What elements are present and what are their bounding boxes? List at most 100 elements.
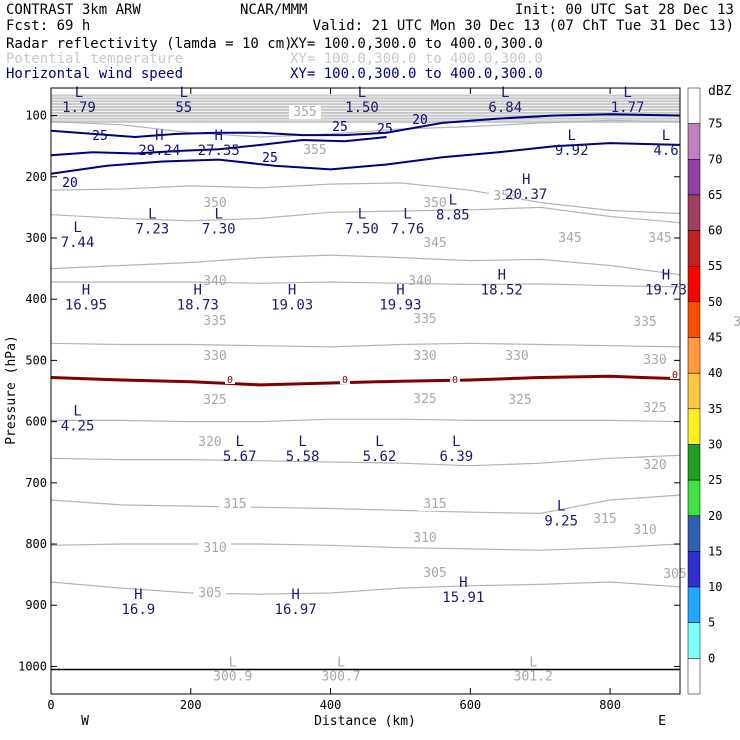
zero-wind-label: 0 [452, 375, 458, 386]
theta-label-bg [554, 231, 586, 245]
wind-low-marker: L [449, 192, 457, 208]
plot-frame [50, 87, 681, 695]
theta-label-bg [409, 392, 441, 406]
wind-extremum-value: 7.44 [61, 235, 95, 251]
x-axis-label: Distance (km) [314, 714, 416, 729]
y-tick-label: 100 [25, 109, 47, 123]
theta-contour-305 [50, 581, 681, 595]
theta-contour-label: 335 [633, 315, 656, 330]
theta-contour-label: 315 [593, 512, 616, 527]
colorbar-swatch [687, 159, 701, 196]
colorbar-swatch [687, 372, 701, 410]
theta-contour-label: 345 [423, 236, 446, 251]
theta-label-bg [419, 236, 451, 250]
x-tick-label: 400 [320, 698, 342, 712]
colorbar-level-label: 65 [708, 188, 722, 202]
theta-extremum-value: 301.2 [514, 669, 553, 684]
wind-high-marker: H [82, 282, 90, 298]
theta-label-bg [419, 497, 451, 511]
theta-contour-label: 335 [203, 314, 226, 329]
wind-extremum-value: 16.97 [275, 602, 317, 618]
theta-label-bg [644, 231, 676, 245]
theta-label-bg [199, 541, 231, 555]
wind-extremum-value: 55 [175, 100, 192, 116]
wind-extremum-value: 7.76 [391, 221, 425, 237]
wind-extremum-value: 18.52 [481, 283, 523, 299]
theta-contour-350 [50, 182, 681, 215]
theta-label-bg [729, 315, 740, 329]
colorbar-level-label: 55 [708, 259, 722, 273]
wind-high-marker: H [522, 172, 530, 188]
colorbar-level-label: 75 [708, 117, 722, 131]
wind-extremum-value: 6.39 [439, 449, 473, 465]
theta-label-bg [194, 586, 226, 600]
theta-contour-label: 310 [203, 541, 226, 556]
theta-label-bg [501, 349, 533, 363]
theta-label-bg [659, 567, 691, 581]
theta-contour-345 [50, 206, 681, 224]
theta-label-bg [639, 353, 671, 367]
wind-extremum-value: 19.03 [271, 297, 313, 313]
theta-contour-label: 315 [223, 497, 246, 512]
zero-wind-label-bg [340, 373, 350, 384]
theta-contour-label: 305 [663, 567, 686, 582]
theta-contour-label: 340 [203, 274, 226, 289]
wind-high-marker: H [396, 282, 404, 298]
theta-label-bg [409, 312, 441, 326]
y-tick-label: 200 [25, 170, 47, 184]
wind-contour-label: 25 [377, 122, 393, 137]
wind-extremum-value: 16.9 [122, 602, 156, 618]
theta-label-bg [199, 393, 231, 407]
wind-high-marker: H [155, 128, 163, 144]
theta-label-bg [419, 196, 451, 210]
y-tick-label: 700 [25, 476, 47, 490]
wind-extremum-value: 7.50 [345, 221, 379, 237]
colorbar-unit: dBZ [708, 84, 732, 99]
x-tick-label: 600 [459, 698, 481, 712]
wind-extremum-value: 19.93 [379, 297, 421, 313]
wind-low-marker: L [298, 434, 306, 450]
wind-extremum-value: 5.62 [363, 449, 397, 465]
theta-contour-label: 355 [293, 105, 316, 120]
colorbar-swatch [687, 87, 701, 124]
wind-extremum-value: 7.30 [202, 221, 236, 237]
wind-low-marker: L [375, 434, 383, 450]
theta-label-bg [299, 143, 331, 157]
colorbar-swatch [687, 301, 701, 338]
wind-extremum-value: 9.92 [555, 143, 589, 159]
y-tick-label: 600 [25, 415, 47, 429]
theta-label-bg [404, 274, 436, 288]
theta-contour-label: 305 [423, 566, 446, 581]
wind-extremum-value: 5.58 [286, 449, 320, 465]
colorbar-level-label: 0 [708, 651, 715, 665]
wind-low-marker: L [148, 206, 156, 222]
wind-high-marker: H [662, 268, 670, 284]
wind-extremum-value: 19.73 [645, 283, 687, 299]
theta-contour-label: 350 [203, 196, 226, 211]
valid-time: Valid: 21 UTC Mon 30 Dec 13 (07 ChT Tue … [313, 18, 734, 34]
theta-contour-label: 325 [413, 392, 436, 407]
wind-extremum-value: 29.24 [138, 143, 180, 159]
wind-low-marker: L [623, 85, 631, 101]
theta-contour-label: 345 [558, 231, 581, 246]
theta-label-bg [194, 435, 226, 449]
y-tick-label: 800 [25, 537, 47, 551]
zero-wind-label-bg [225, 373, 235, 384]
wind-low-marker: L [662, 128, 670, 144]
theta-contour-label: 320 [198, 435, 221, 450]
x-tick-label: 200 [180, 698, 202, 712]
wind-contour-20 [50, 142, 681, 175]
theta-contour-label: 350 [493, 189, 516, 204]
theta-label-bg [639, 458, 671, 472]
wind-contour-label: 20 [62, 176, 78, 191]
theta-label-bg [419, 566, 451, 580]
theta-contour-310 [50, 543, 681, 551]
colorbar-level-label: 10 [708, 580, 722, 594]
theta-label-bg [199, 314, 231, 328]
theta-label-bg [589, 512, 621, 526]
wind-low-marker: L [73, 403, 81, 419]
theta-contour-330 [50, 342, 681, 348]
theta-contour-label: 355 [303, 143, 326, 158]
colorbar-level-label: 30 [708, 437, 722, 451]
wind-extremum-value: 18.73 [177, 297, 219, 313]
